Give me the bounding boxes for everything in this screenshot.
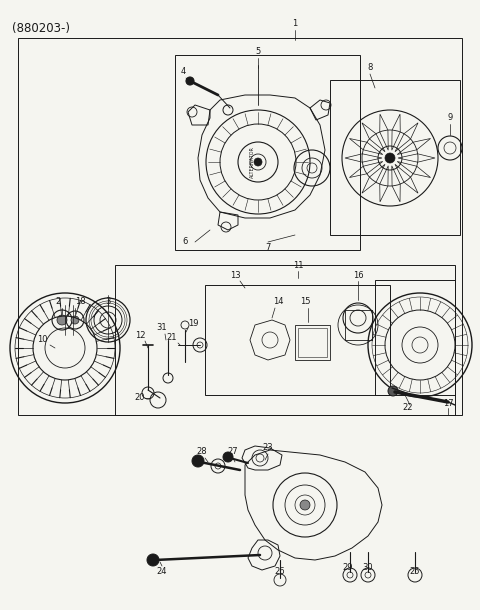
- Text: 29: 29: [343, 564, 353, 573]
- Text: 23: 23: [263, 443, 273, 453]
- Text: 6: 6: [182, 237, 188, 246]
- Circle shape: [57, 315, 67, 325]
- Text: 4: 4: [180, 68, 186, 76]
- Circle shape: [147, 554, 159, 566]
- Text: 7: 7: [265, 243, 271, 251]
- Text: 13: 13: [230, 270, 240, 279]
- Text: 24: 24: [157, 567, 167, 576]
- Text: 15: 15: [300, 298, 310, 306]
- Circle shape: [71, 316, 79, 324]
- Circle shape: [388, 386, 398, 396]
- Text: 17: 17: [443, 398, 453, 407]
- Text: 30: 30: [363, 564, 373, 573]
- Text: 28: 28: [197, 448, 207, 456]
- Text: 14: 14: [273, 298, 283, 306]
- Text: 1: 1: [292, 20, 298, 29]
- Text: 26: 26: [275, 567, 285, 576]
- Text: 12: 12: [135, 331, 145, 340]
- Text: 16: 16: [353, 270, 363, 279]
- Text: 19: 19: [188, 318, 198, 328]
- Text: 8: 8: [367, 63, 372, 73]
- Text: 31: 31: [156, 323, 168, 332]
- Text: (880203-): (880203-): [12, 22, 70, 35]
- Text: 9: 9: [447, 113, 453, 123]
- Circle shape: [192, 455, 204, 467]
- Text: ALTERNATOR: ALTERNATOR: [250, 146, 254, 178]
- Text: 3: 3: [105, 298, 111, 306]
- Circle shape: [385, 153, 395, 163]
- Text: 21: 21: [167, 334, 177, 342]
- Text: 2: 2: [55, 298, 60, 306]
- Text: 20: 20: [135, 393, 145, 403]
- Text: 10: 10: [37, 336, 47, 345]
- Text: 11: 11: [293, 260, 303, 270]
- Circle shape: [254, 158, 262, 166]
- Circle shape: [223, 452, 233, 462]
- Text: 27: 27: [228, 448, 238, 456]
- Text: 18: 18: [75, 298, 85, 306]
- Circle shape: [300, 500, 310, 510]
- Text: 22: 22: [403, 403, 413, 412]
- Circle shape: [186, 77, 194, 85]
- Text: 25: 25: [410, 567, 420, 576]
- Text: 5: 5: [255, 48, 261, 57]
